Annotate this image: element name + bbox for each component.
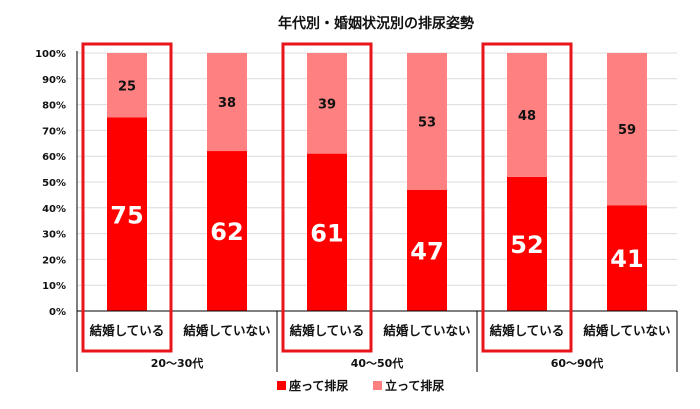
y-tick-label: 20% [42, 255, 66, 266]
bar-sitting [407, 189, 447, 311]
y-tick-label: 30% [42, 230, 66, 241]
y-tick-label: 90% [42, 75, 66, 86]
bar-value-label-standing: 53 [418, 115, 436, 130]
y-tick-label: 60% [42, 152, 66, 163]
chart-title: 年代別・婚姻状況別の排尿姿勢 [278, 15, 474, 32]
bar-value-label-standing: 59 [618, 123, 636, 138]
legend-label: 立って排尿 [385, 378, 444, 393]
x-category-label: 結婚していない [383, 323, 470, 338]
legend-swatch [277, 381, 286, 390]
bar-value-label-sitting: 75 [110, 201, 143, 229]
bar-standing [307, 53, 347, 154]
y-tick-label: 70% [42, 126, 66, 137]
legend-swatch [373, 381, 382, 390]
y-tick-label: 80% [42, 101, 66, 112]
highlight-box [481, 42, 573, 353]
bar-value-label-sitting: 52 [510, 231, 543, 259]
y-tick-label: 50% [42, 178, 66, 189]
bar-standing [407, 53, 447, 190]
y-tick-label: 10% [42, 281, 66, 292]
x-category-label: 結婚している [490, 323, 565, 338]
x-category-label: 結婚している [90, 323, 165, 338]
bar-standing [607, 53, 647, 206]
bar-sitting [507, 176, 547, 311]
y-tick-label: 100% [35, 49, 66, 60]
x-category-label: 結婚していない [583, 323, 670, 338]
x-category-label: 結婚していない [183, 323, 270, 338]
bar-value-label-sitting: 61 [310, 219, 343, 247]
y-tick-label: 40% [42, 204, 66, 215]
bar-sitting [107, 117, 147, 311]
bar-value-label-standing: 38 [218, 96, 236, 111]
bar-value-label-sitting: 47 [410, 237, 443, 265]
highlight-box [281, 42, 373, 353]
y-tick-label: 0% [49, 307, 66, 318]
x-category-label: 結婚している [290, 323, 365, 338]
bar-value-label-standing: 25 [118, 79, 136, 94]
legend-label: 座って排尿 [288, 378, 348, 393]
x-group-label: 60〜90代 [551, 356, 604, 370]
bar-value-label-sitting: 62 [210, 218, 243, 246]
highlight-box [81, 42, 173, 353]
x-group-label: 40〜50代 [351, 356, 404, 370]
bar-value-label-sitting: 41 [610, 245, 643, 273]
bar-sitting [207, 151, 247, 311]
x-group-label: 20〜30代 [151, 356, 204, 370]
bar-standing [207, 53, 247, 152]
bar-sitting [607, 205, 647, 311]
bar-standing [507, 53, 547, 177]
bar-value-label-standing: 39 [318, 97, 336, 112]
bar-standing [107, 53, 147, 118]
bar-sitting [307, 153, 347, 311]
bar-value-label-standing: 48 [518, 109, 536, 124]
